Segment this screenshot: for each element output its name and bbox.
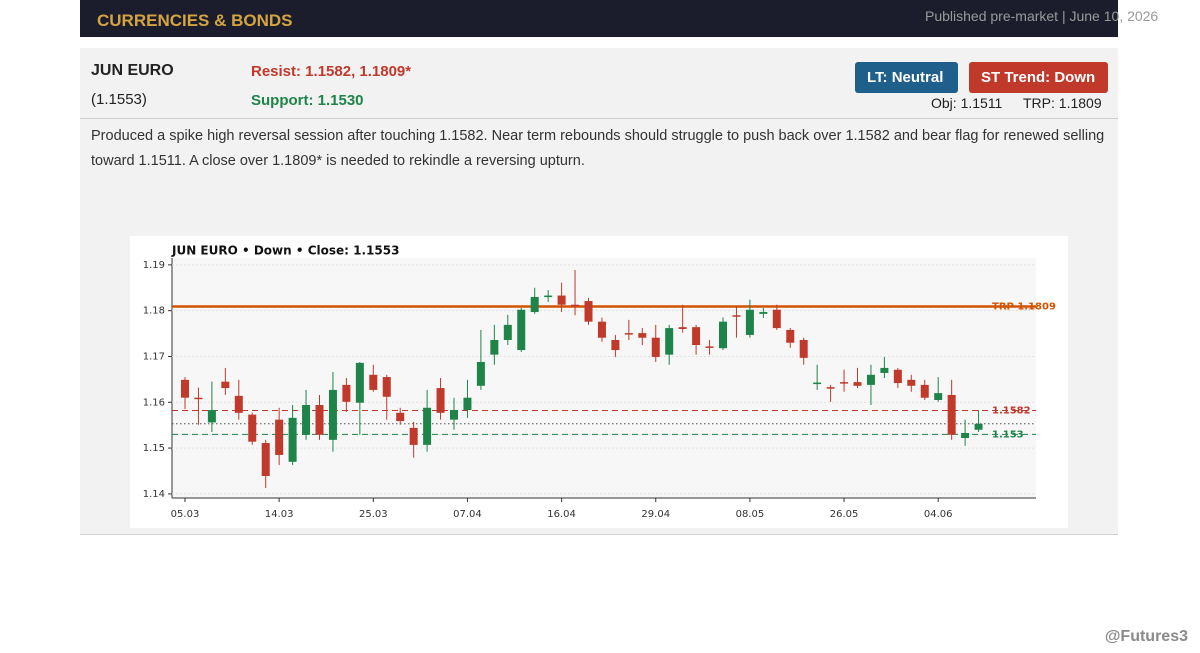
candle-body	[840, 382, 849, 384]
candle-body	[557, 295, 566, 305]
candle-body	[517, 309, 526, 351]
candle-body	[342, 384, 351, 402]
candle-body	[194, 397, 203, 400]
candle-body	[705, 346, 714, 348]
candle-body	[678, 327, 687, 329]
chart: JUN EURO • Down • Close: 1.1553 1.14 1.15…	[130, 236, 1068, 528]
candle-body	[409, 427, 418, 445]
candle-body	[530, 296, 539, 313]
candle-body	[907, 379, 916, 386]
chart-title: JUN EURO • Down • Close: 1.1553	[171, 244, 399, 258]
st-badge: ST Trend: Down	[969, 62, 1108, 93]
x-tick-label: 07.04	[453, 509, 482, 520]
level-label: TRP 1.1809	[992, 302, 1056, 313]
x-tick-label: 26.05	[830, 509, 859, 520]
level-label: 1.153	[992, 429, 1024, 440]
candle-body	[450, 410, 458, 420]
commentary: Produced a spike high reversal session a…	[91, 128, 1105, 169]
candle-body	[799, 339, 808, 358]
candle-body	[893, 369, 902, 384]
candle-body	[355, 362, 364, 403]
candle-body	[934, 393, 943, 400]
candle-body	[234, 395, 243, 413]
level-label: 1.1582	[992, 406, 1031, 417]
candle-body	[597, 321, 606, 338]
candle-body	[207, 410, 216, 423]
divider	[80, 118, 1118, 119]
resist: Resist: 1.1582, 1.1809*	[251, 63, 412, 80]
trp: TRP: 1.1809	[1023, 95, 1102, 111]
top-bar	[80, 0, 1118, 37]
candle-body	[221, 381, 230, 389]
candle-body	[813, 382, 822, 385]
candle-body	[719, 321, 727, 349]
section-title: CURRENCIES & BONDS	[97, 11, 293, 30]
candle-body	[853, 382, 862, 386]
candle-body	[961, 432, 970, 438]
candle-body	[638, 333, 647, 338]
x-tick-label: 04.06	[924, 509, 953, 520]
objective: Obj: 1.1511	[931, 95, 1003, 111]
x-tick-label: 14.03	[265, 509, 294, 520]
candle-body	[665, 328, 674, 355]
handle: @Futures3	[1104, 628, 1188, 645]
x-tick-label: 05.03	[171, 509, 200, 520]
candle-body	[974, 423, 983, 430]
candle-body	[772, 309, 781, 329]
x-tick-label: 16.04	[547, 509, 576, 520]
candle-body	[463, 397, 472, 411]
candle-body	[181, 379, 189, 398]
candle-body	[288, 417, 297, 462]
candle-body	[476, 361, 485, 386]
candle-body	[759, 312, 768, 314]
close-price: (1.1553)	[91, 91, 147, 108]
published: Published pre-market | June 10, 2026	[925, 8, 1159, 24]
candle-body	[611, 339, 620, 351]
candle-body	[880, 367, 889, 373]
lt-badge: LT: Neutral	[855, 62, 958, 93]
candle-body	[382, 377, 391, 397]
candle-body	[732, 315, 741, 317]
x-tick-label: 25.03	[359, 509, 388, 520]
candle-body	[369, 374, 378, 390]
x-tick-label: 29.04	[641, 509, 670, 520]
candle-body	[436, 388, 445, 413]
candle-body	[947, 394, 956, 435]
y-tick-label: 1.15	[143, 443, 165, 454]
candle-body	[315, 405, 324, 435]
candle-body	[302, 405, 311, 435]
y-tick-label: 1.16	[143, 397, 165, 408]
candle-body	[571, 304, 580, 307]
candle-body	[328, 389, 337, 440]
plot-area	[172, 258, 1036, 498]
y-tick-label: 1.14	[143, 489, 165, 500]
candle-body	[584, 301, 593, 322]
candle-body	[275, 419, 284, 455]
x-tick-label: 08.05	[736, 509, 765, 520]
instrument-name: JUN EURO	[91, 62, 174, 79]
candle-body	[692, 327, 701, 346]
candle-body	[490, 339, 499, 355]
candle-body	[745, 309, 754, 335]
candle-body	[786, 329, 795, 343]
y-tick-label: 1.17	[143, 351, 165, 362]
candle-body	[544, 295, 553, 298]
candle-body	[826, 387, 835, 389]
y-tick-label: 1.18	[143, 306, 165, 317]
candle-body	[866, 374, 875, 385]
candle-body	[248, 414, 257, 442]
candle-body	[503, 324, 512, 340]
y-tick-label: 1.19	[143, 260, 165, 271]
candle-body	[396, 412, 405, 422]
candle-body	[423, 407, 432, 445]
support: Support: 1.1530	[251, 92, 364, 109]
candle-body	[624, 333, 633, 335]
candle-body	[920, 384, 929, 398]
candle-body	[261, 443, 270, 477]
candle-body	[651, 337, 660, 357]
